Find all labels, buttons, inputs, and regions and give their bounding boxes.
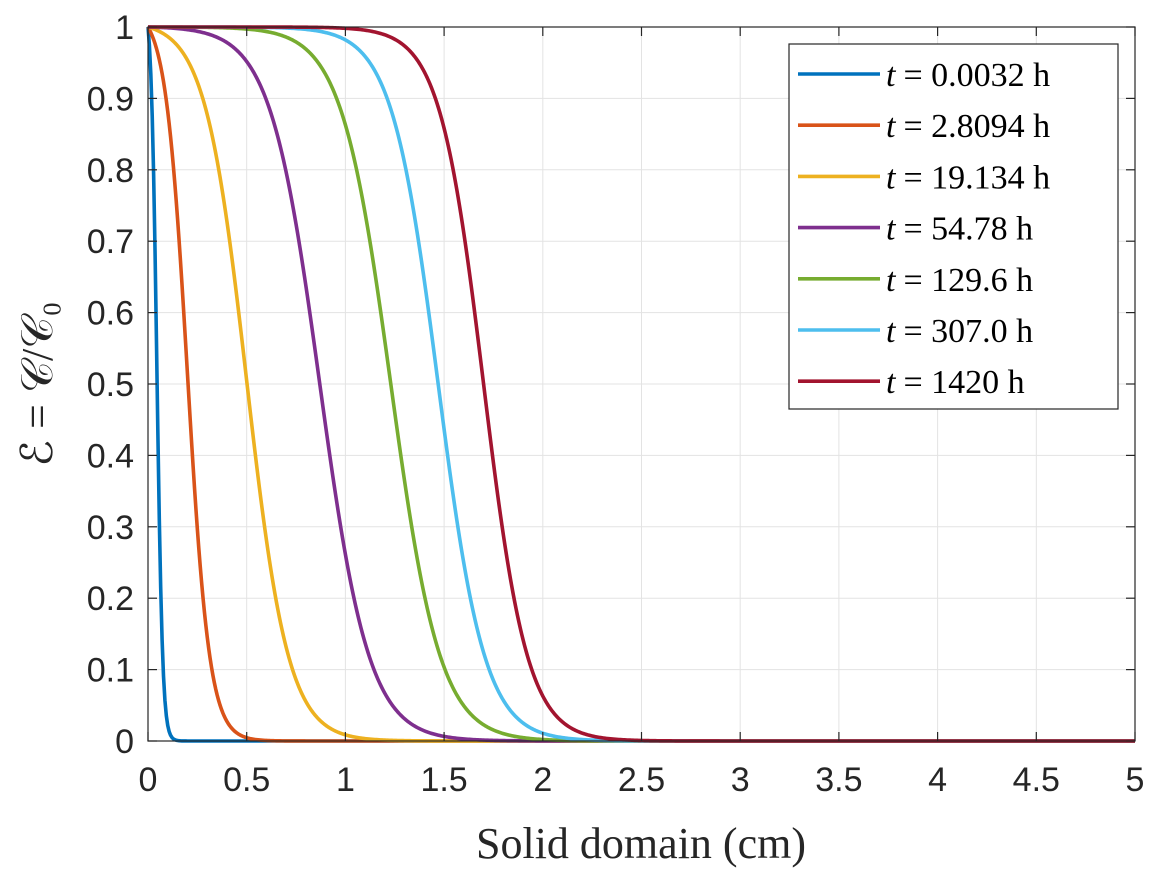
x-tick-label: 5 — [1126, 761, 1145, 799]
x-tick-label: 4.5 — [1013, 761, 1060, 799]
y-tick-label: 0.1 — [87, 652, 134, 690]
y-tick-label: 0.8 — [87, 152, 134, 190]
legend-entry: t = 2.8094 h — [886, 108, 1050, 145]
y-tick-label: 0.6 — [87, 295, 134, 333]
legend-entry: t = 129.6 h — [886, 262, 1033, 299]
y-axis-label: ℰ = 𝒞/𝒞₀ — [13, 301, 62, 466]
y-tick-label: 0.2 — [87, 580, 134, 618]
y-tick-label: 1 — [115, 9, 134, 47]
x-tick-label: 1 — [336, 761, 355, 799]
legend-entry: t = 0.0032 h — [886, 57, 1050, 94]
y-tick-label: 0.4 — [87, 437, 134, 475]
x-tick-label: 2.5 — [618, 761, 665, 799]
y-tick-label: 0.7 — [87, 223, 134, 261]
y-tick-label: 0.5 — [87, 366, 134, 404]
x-tick-label: 1.5 — [420, 761, 467, 799]
x-axis-ticks: 0 0.5 1 1.5 2 2.5 3 3.5 4 4.5 5 — [139, 27, 1145, 799]
y-tick-label: 0 — [115, 723, 134, 761]
legend-entry: t = 19.134 h — [886, 159, 1050, 196]
x-tick-label: 3.5 — [815, 761, 862, 799]
y-tick-label: 0.3 — [87, 509, 134, 547]
x-tick-label: 0.5 — [223, 761, 270, 799]
legend-entry: t = 1420 h — [886, 364, 1025, 401]
x-tick-label: 0 — [139, 761, 158, 799]
x-tick-label: 4 — [928, 761, 947, 799]
legend-entry: t = 54.78 h — [886, 211, 1033, 248]
x-tick-label: 2 — [533, 761, 552, 799]
x-tick-label: 3 — [731, 761, 750, 799]
x-axis-label: Solid domain (cm) — [476, 819, 806, 868]
legend-entry: t = 307.0 h — [886, 313, 1033, 350]
legend: t = 0.0032 h t = 2.8094 h t = 19.134 h t = 54.7… — [788, 43, 1119, 410]
y-axis-ticks: 0 0.1 0.2 0.3 0.4 0.5 0.6 0.7 0.8 0.9 1 — [87, 9, 1135, 761]
y-tick-label: 0.9 — [87, 80, 134, 118]
